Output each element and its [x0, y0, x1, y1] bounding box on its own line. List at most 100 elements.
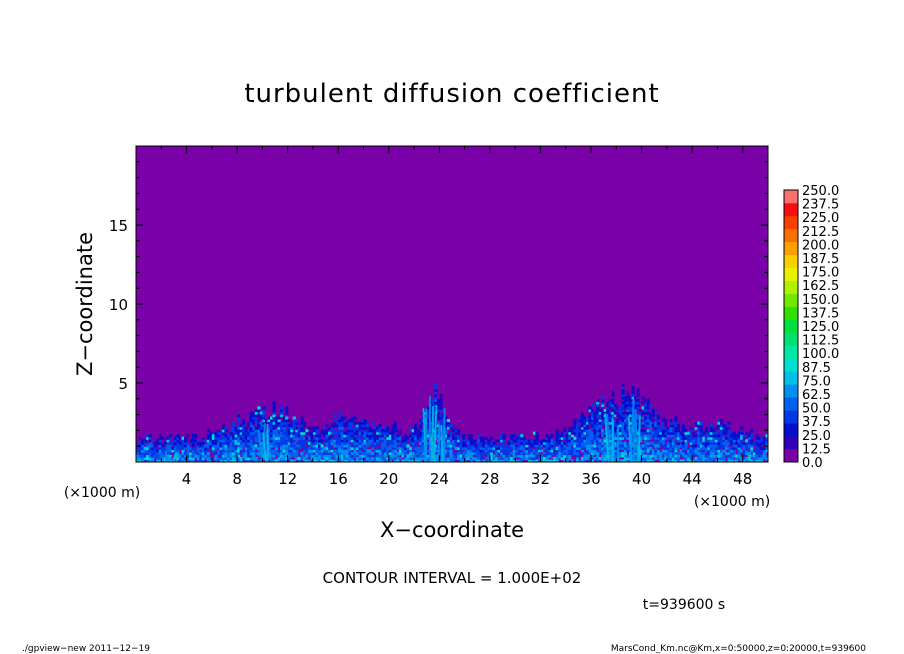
field-cell — [467, 446, 471, 450]
field-cell — [656, 441, 660, 445]
field-cell — [234, 446, 238, 450]
field-cell — [300, 416, 304, 420]
field-cell — [500, 439, 504, 443]
field-cell — [712, 444, 716, 448]
field-cell — [368, 441, 372, 445]
field-cell — [381, 431, 385, 435]
field-cell — [242, 439, 246, 443]
field-cell — [568, 431, 572, 435]
field-cell — [333, 421, 337, 425]
field-cell — [477, 446, 481, 450]
field-cell — [631, 456, 635, 461]
field-cell — [656, 419, 660, 423]
field-cell — [247, 434, 251, 438]
field-cell — [388, 436, 392, 440]
field-cell — [661, 439, 665, 443]
field-cell — [300, 439, 304, 443]
field-cell — [254, 411, 258, 415]
field-cell — [697, 456, 701, 461]
field-cell — [570, 431, 574, 435]
field-cell — [295, 429, 299, 433]
colorbar-level-label: 225.0 — [802, 211, 839, 226]
field-cell — [709, 444, 713, 448]
field-cell — [765, 446, 768, 450]
field-cell — [323, 446, 327, 450]
field-cell — [393, 429, 397, 433]
field-cell — [467, 436, 471, 440]
field-cell — [287, 436, 291, 440]
field-cell — [153, 446, 157, 450]
field-cell — [687, 449, 691, 453]
field-cell — [287, 424, 291, 428]
field-cell — [264, 451, 269, 456]
field-cell — [558, 449, 562, 453]
field-cell — [224, 439, 228, 443]
field-cell — [216, 456, 221, 461]
field-cell — [449, 446, 453, 450]
field-cell — [656, 431, 660, 435]
field-cell — [355, 421, 360, 425]
field-cell — [558, 446, 562, 450]
field-cell — [639, 431, 643, 435]
field-cell — [755, 439, 759, 443]
colorbar-swatch — [784, 449, 798, 463]
field-cell — [578, 419, 582, 423]
field-cell — [742, 459, 746, 462]
field-cell — [146, 449, 150, 453]
field-cell — [426, 413, 430, 418]
field-cell — [280, 436, 284, 440]
field-cell — [732, 431, 736, 435]
field-cell — [527, 456, 531, 461]
field-cell — [264, 454, 269, 458]
field-cell — [401, 451, 405, 456]
field-cell — [191, 449, 195, 453]
field-cell — [300, 424, 304, 428]
field-cell — [525, 439, 529, 443]
field-cell — [264, 421, 269, 425]
field-cell — [454, 446, 458, 450]
field-cell — [371, 436, 375, 440]
field-cell — [227, 446, 231, 450]
field-cell — [644, 439, 648, 443]
field-cell — [290, 431, 294, 435]
field-cell — [345, 444, 349, 448]
field-cell — [737, 431, 741, 435]
field-cell — [565, 454, 569, 458]
field-cell — [484, 446, 488, 450]
field-cell — [383, 449, 387, 453]
field-cell — [522, 436, 526, 440]
field-cell — [237, 446, 241, 450]
field-cell — [618, 419, 622, 423]
colorbar-level-label: 50.0 — [802, 402, 831, 417]
field-cell — [318, 441, 322, 445]
contour-interval: CONTOUR INTERVAL = 1.000E+02 — [323, 569, 582, 587]
field-cell — [626, 454, 630, 458]
field-cell — [237, 444, 241, 448]
field-cell — [709, 424, 713, 428]
field-cell — [636, 391, 640, 395]
field-cell — [272, 416, 276, 420]
field-cell — [659, 429, 663, 433]
field-cell — [244, 436, 248, 440]
field-cell — [674, 419, 678, 423]
field-cell — [396, 459, 400, 462]
field-cell — [517, 439, 521, 443]
field-cell — [702, 436, 706, 440]
field-cell — [434, 391, 438, 395]
field-cell — [300, 444, 304, 448]
field-cell — [168, 434, 172, 438]
field-cell — [376, 431, 380, 435]
field-cell — [487, 441, 491, 445]
field-cell — [419, 441, 423, 445]
field-cell — [644, 444, 648, 448]
field-cell — [158, 434, 162, 438]
field-cell — [641, 421, 645, 425]
field-cell — [565, 451, 569, 456]
field-cell — [151, 439, 155, 443]
field-cell — [360, 456, 365, 461]
field-cell — [242, 436, 246, 440]
field-cell — [156, 456, 160, 461]
field-cell — [330, 441, 334, 445]
field-cell — [676, 424, 681, 428]
field-cell — [446, 459, 451, 462]
